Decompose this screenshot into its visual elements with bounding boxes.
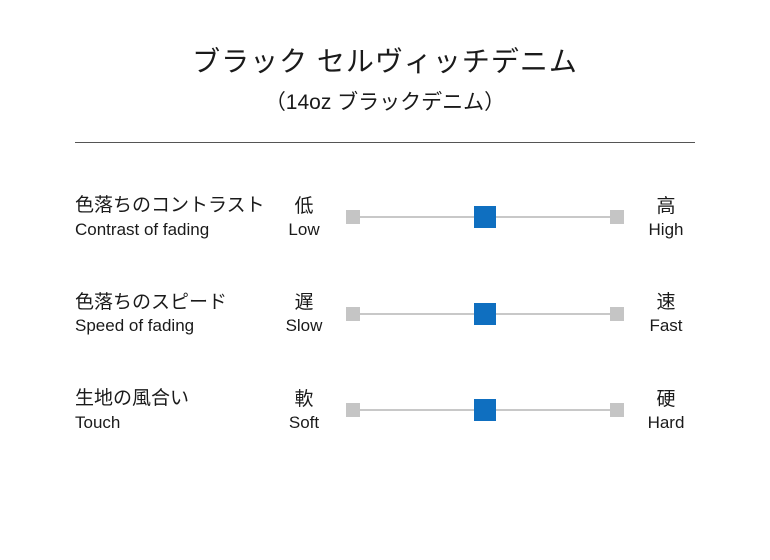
low-end-en: Slow: [275, 315, 333, 336]
spec-label-jp: 生地の風合い: [75, 386, 275, 412]
spec-label: 生地の風合い Touch: [75, 386, 275, 435]
spec-label: 色落ちのスピード Speed of fading: [75, 290, 275, 339]
high-end-label: 硬 Hard: [637, 388, 695, 433]
high-end-en: Fast: [637, 315, 695, 336]
high-end-en: High: [637, 219, 695, 240]
low-end-label: 低 Low: [275, 195, 333, 240]
slider-marker: [474, 206, 496, 228]
fabric-spec-card: ブラック セルヴィッチデニム （14oz ブラックデニム） 色落ちのコントラスト…: [0, 0, 770, 465]
high-end-jp: 高: [637, 195, 695, 219]
slider-stop-low: [346, 403, 360, 417]
high-end-jp: 速: [637, 291, 695, 315]
slider-stop-high: [610, 210, 624, 224]
spec-label: 色落ちのコントラスト Contrast of fading: [75, 193, 275, 242]
low-end-label: 軟 Soft: [275, 388, 333, 433]
slider-stop-high: [610, 403, 624, 417]
slider-stop-high: [610, 307, 624, 321]
slider-stop-low: [346, 210, 360, 224]
spec-label-en: Speed of fading: [75, 315, 275, 338]
subtitle: （14oz ブラックデニム）: [75, 86, 695, 116]
slider-marker: [474, 303, 496, 325]
low-end-en: Low: [275, 219, 333, 240]
high-end-en: Hard: [637, 412, 695, 433]
spec-slider: [341, 205, 629, 229]
low-end-jp: 低: [275, 195, 333, 219]
spec-row-speed: 色落ちのスピード Speed of fading 遅 Slow 速 Fast: [75, 290, 695, 339]
slider-marker: [474, 399, 496, 421]
title: ブラック セルヴィッチデニム: [75, 40, 695, 80]
high-end-label: 速 Fast: [637, 291, 695, 336]
spec-row-contrast: 色落ちのコントラスト Contrast of fading 低 Low 高 Hi…: [75, 193, 695, 242]
spec-slider: [341, 302, 629, 326]
slider-stop-low: [346, 307, 360, 321]
low-end-en: Soft: [275, 412, 333, 433]
low-end-jp: 軟: [275, 388, 333, 412]
high-end-label: 高 High: [637, 195, 695, 240]
spec-row-touch: 生地の風合い Touch 軟 Soft 硬 Hard: [75, 386, 695, 435]
low-end-label: 遅 Slow: [275, 291, 333, 336]
spec-slider: [341, 398, 629, 422]
divider: [75, 142, 695, 143]
spec-label-jp: 色落ちのスピード: [75, 290, 275, 316]
spec-label-jp: 色落ちのコントラスト: [75, 193, 275, 219]
spec-label-en: Touch: [75, 412, 275, 435]
high-end-jp: 硬: [637, 388, 695, 412]
low-end-jp: 遅: [275, 291, 333, 315]
spec-label-en: Contrast of fading: [75, 219, 275, 242]
